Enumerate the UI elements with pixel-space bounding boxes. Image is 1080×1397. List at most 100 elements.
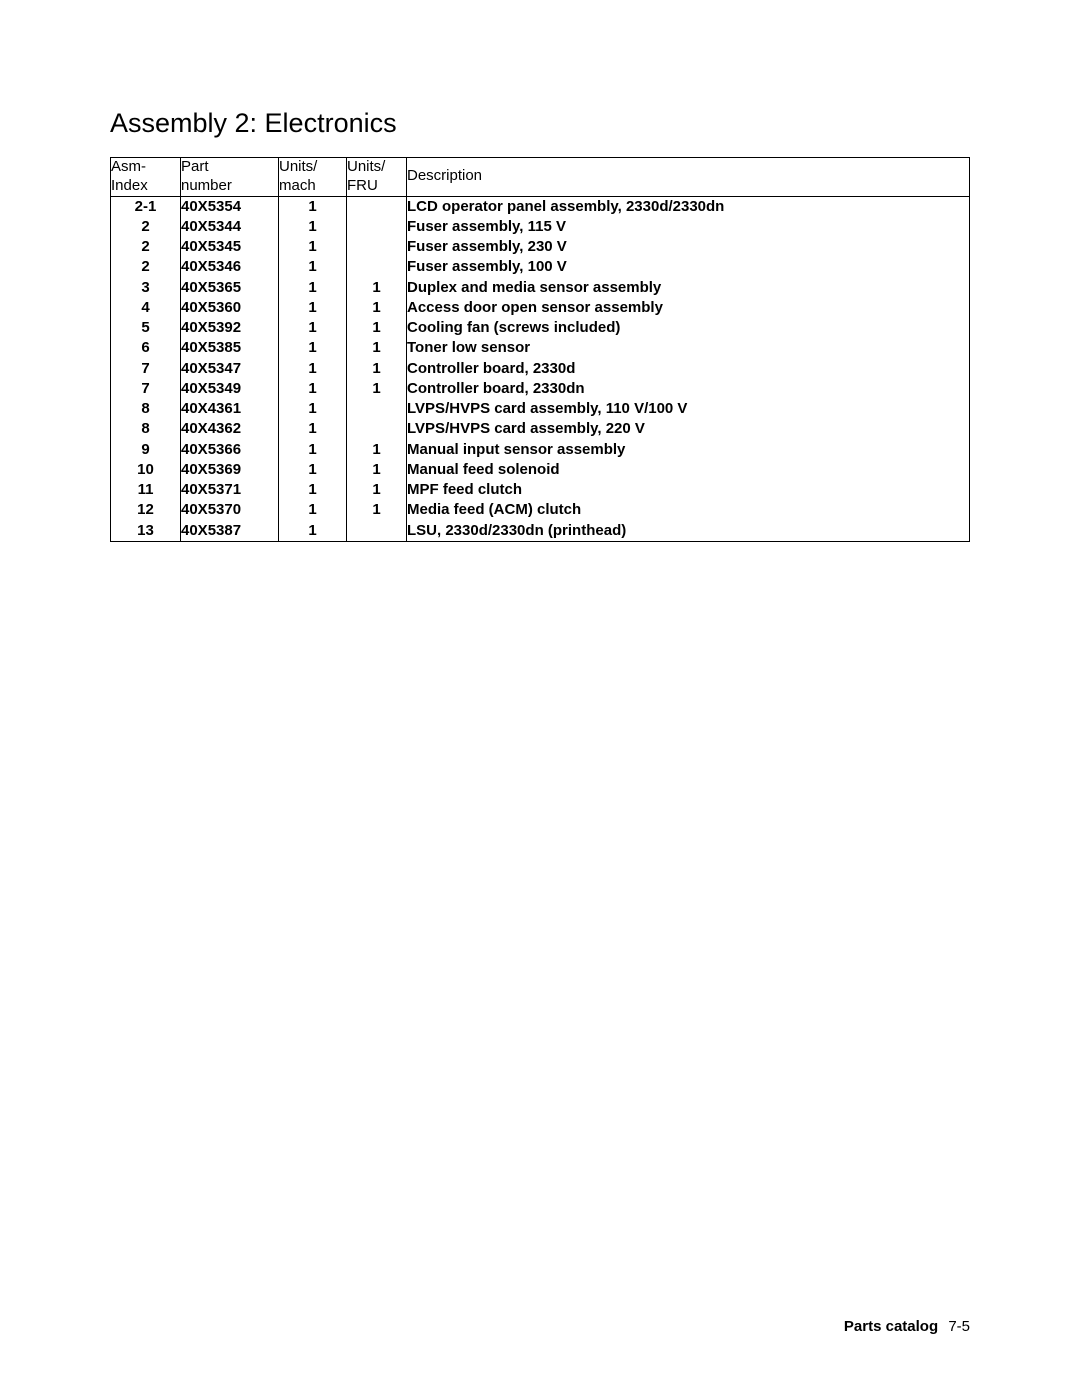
cell-part: 40X5392 xyxy=(181,318,279,338)
cell-asm: 2-1 xyxy=(111,196,181,217)
cell-fru: 1 xyxy=(347,298,407,318)
col-header-fru: Units/ FRU xyxy=(347,158,407,197)
cell-desc: Fuser assembly, 100 V xyxy=(407,257,970,277)
cell-fru xyxy=(347,196,407,217)
cell-desc: Manual input sensor assembly xyxy=(407,440,970,460)
cell-fru: 1 xyxy=(347,318,407,338)
cell-mach: 1 xyxy=(279,440,347,460)
table-row: 240X53451Fuser assembly, 230 V xyxy=(111,237,970,257)
cell-mach: 1 xyxy=(279,399,347,419)
col-header-asm: Asm- Index xyxy=(111,158,181,197)
cell-asm: 4 xyxy=(111,298,181,318)
cell-part: 40X5360 xyxy=(181,298,279,318)
cell-part: 40X4361 xyxy=(181,399,279,419)
table-row: 940X536611Manual input sensor assembly xyxy=(111,440,970,460)
cell-part: 40X5349 xyxy=(181,379,279,399)
col-header-desc: Description xyxy=(407,158,970,197)
table-row: 240X53461 Fuser assembly, 100 V xyxy=(111,257,970,277)
cell-mach: 1 xyxy=(279,500,347,520)
cell-fru xyxy=(347,521,407,542)
cell-fru: 1 xyxy=(347,359,407,379)
cell-mach: 1 xyxy=(279,196,347,217)
cell-fru: 1 xyxy=(347,440,407,460)
cell-fru xyxy=(347,257,407,277)
cell-asm: 6 xyxy=(111,338,181,358)
cell-part: 40X5369 xyxy=(181,460,279,480)
cell-desc: Toner low sensor xyxy=(407,338,970,358)
cell-asm: 7 xyxy=(111,359,181,379)
cell-mach: 1 xyxy=(279,480,347,500)
cell-mach: 1 xyxy=(279,460,347,480)
col-header-mach: Units/ mach xyxy=(279,158,347,197)
col-header-part: Part number xyxy=(181,158,279,197)
cell-desc: Manual feed solenoid xyxy=(407,460,970,480)
cell-part: 40X5354 xyxy=(181,196,279,217)
page-footer: Parts catalog 7-5 xyxy=(844,1318,970,1335)
table-row: 240X53441Fuser assembly, 115 V xyxy=(111,217,970,237)
cell-mach: 1 xyxy=(279,379,347,399)
cell-asm: 2 xyxy=(111,257,181,277)
cell-part: 40X4362 xyxy=(181,419,279,439)
cell-part: 40X5345 xyxy=(181,237,279,257)
cell-desc: LVPS/HVPS card assembly, 220 V xyxy=(407,419,970,439)
cell-asm: 13 xyxy=(111,521,181,542)
cell-part: 40X5366 xyxy=(181,440,279,460)
cell-asm: 7 xyxy=(111,379,181,399)
page: Assembly 2: Electronics Asm- Index Part … xyxy=(0,0,1080,1397)
cell-part: 40X5347 xyxy=(181,359,279,379)
cell-mach: 1 xyxy=(279,419,347,439)
cell-mach: 1 xyxy=(279,318,347,338)
cell-desc: Controller board, 2330dn xyxy=(407,379,970,399)
cell-part: 40X5365 xyxy=(181,278,279,298)
table-row: 840X43621 LVPS/HVPS card assembly, 220 V xyxy=(111,419,970,439)
table-row: 540X539211Cooling fan (screws included) xyxy=(111,318,970,338)
cell-fru: 1 xyxy=(347,480,407,500)
cell-asm: 12 xyxy=(111,500,181,520)
cell-desc: Cooling fan (screws included) xyxy=(407,318,970,338)
cell-desc: LVPS/HVPS card assembly, 110 V/100 V xyxy=(407,399,970,419)
cell-fru: 1 xyxy=(347,500,407,520)
table-header: Asm- Index Part number Units/ mach Units… xyxy=(111,158,970,197)
cell-fru xyxy=(347,237,407,257)
cell-desc: Access door open sensor assembly xyxy=(407,298,970,318)
table-body: 2-140X53541LCD operator panel assembly, … xyxy=(111,196,970,541)
cell-asm: 11 xyxy=(111,480,181,500)
table-row: 740X534911Controller board, 2330dn xyxy=(111,379,970,399)
cell-desc: MPF feed clutch xyxy=(407,480,970,500)
cell-fru xyxy=(347,419,407,439)
table-row: 1040X536911Manual feed solenoid xyxy=(111,460,970,480)
page-title: Assembly 2: Electronics xyxy=(110,108,970,139)
cell-desc: Duplex and media sensor assembly xyxy=(407,278,970,298)
cell-asm: 2 xyxy=(111,217,181,237)
footer-label: Parts catalog xyxy=(844,1318,938,1335)
cell-desc: Media feed (ACM) clutch xyxy=(407,500,970,520)
table-row: 440X536011Access door open sensor assemb… xyxy=(111,298,970,318)
cell-fru: 1 xyxy=(347,379,407,399)
cell-asm: 8 xyxy=(111,419,181,439)
cell-fru xyxy=(347,399,407,419)
table-row: 1340X53871LSU, 2330d/2330dn (printhead) xyxy=(111,521,970,542)
cell-part: 40X5344 xyxy=(181,217,279,237)
cell-part: 40X5370 xyxy=(181,500,279,520)
cell-mach: 1 xyxy=(279,359,347,379)
cell-mach: 1 xyxy=(279,338,347,358)
table-row: 1140X537111MPF feed clutch xyxy=(111,480,970,500)
cell-desc: Controller board, 2330d xyxy=(407,359,970,379)
parts-table: Asm- Index Part number Units/ mach Units… xyxy=(110,157,970,542)
table-row: 2-140X53541LCD operator panel assembly, … xyxy=(111,196,970,217)
cell-mach: 1 xyxy=(279,298,347,318)
cell-asm: 2 xyxy=(111,237,181,257)
cell-part: 40X5385 xyxy=(181,338,279,358)
cell-asm: 8 xyxy=(111,399,181,419)
table-row: 340X536511Duplex and media sensor assemb… xyxy=(111,278,970,298)
cell-part: 40X5346 xyxy=(181,257,279,277)
cell-fru: 1 xyxy=(347,338,407,358)
cell-asm: 9 xyxy=(111,440,181,460)
cell-mach: 1 xyxy=(279,257,347,277)
footer-page: 7-5 xyxy=(948,1318,970,1335)
table-row: 1240X537011Media feed (ACM) clutch xyxy=(111,500,970,520)
cell-part: 40X5371 xyxy=(181,480,279,500)
cell-desc: Fuser assembly, 230 V xyxy=(407,237,970,257)
cell-asm: 5 xyxy=(111,318,181,338)
cell-desc: LSU, 2330d/2330dn (printhead) xyxy=(407,521,970,542)
